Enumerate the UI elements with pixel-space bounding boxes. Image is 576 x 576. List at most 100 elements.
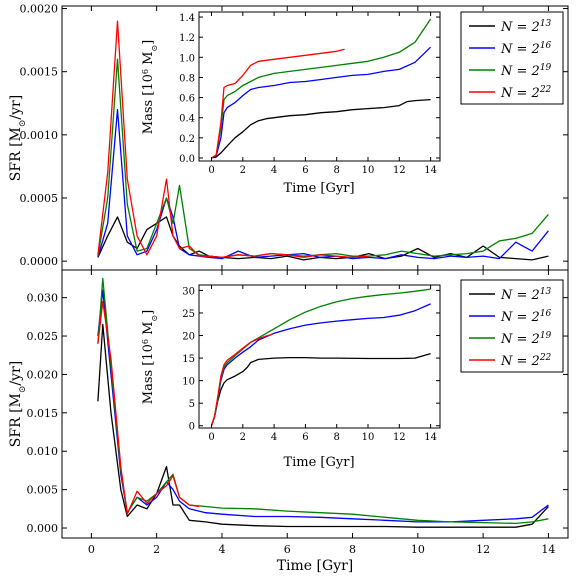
bottom-inset-x-tick-label: 0: [208, 432, 214, 443]
bottom-inset: 0 2 4 6 8 10 12 14 0 5 10 15 20 25 30 Mass [106 M⊙] Ti…: [141, 284, 441, 470]
top-inset-series-n-2-16: [211, 46, 432, 159]
bottom-legend-label-1: N = 216: [500, 309, 552, 325]
top-inset-y-label: Mass [106 M⊙]: [141, 40, 159, 134]
bottom-main-y-label: SFR [M⊙/yr]: [8, 361, 28, 447]
top-legend-label-1: N = 216: [500, 41, 552, 57]
top-inset-y-tick-label: 0.0: [179, 154, 195, 165]
top-inset-y-tick-label: 1.2: [179, 33, 195, 44]
top-inset-x-tick-label: 14: [424, 165, 437, 176]
bottom-main-series-n-2-22: [97, 300, 200, 515]
bottom-legend-label-3: N = 222: [500, 353, 552, 369]
bottom-inset-x-tick-label: 4: [271, 432, 277, 443]
top-legend-label-0: N = 213: [500, 19, 552, 35]
top-legend-label-2: N = 219: [500, 63, 552, 79]
bottom-inset-y-tick-label: 15: [182, 354, 195, 365]
bottom-main-x-tick-label: 12: [476, 543, 490, 556]
top-main-y-label: SFR [M⊙/yr]: [8, 95, 28, 181]
top-inset-series-n-2-13: [211, 98, 431, 159]
bottom-legend-entries: N = 213 N = 216 N = 219 N = 222: [469, 287, 552, 369]
top-inset-bg: [199, 12, 440, 161]
bottom-legend-label-2: N = 219: [500, 331, 552, 347]
top-inset-series-n-2-19: [211, 18, 432, 159]
top-legend-label-3: N = 222: [500, 85, 552, 101]
bottom-legend: N = 213 N = 216 N = 219 N = 222: [460, 279, 564, 373]
bottom-main-y-tick-label: 0.025: [27, 330, 59, 343]
top-inset-x-label: Time [Gyr]: [283, 181, 354, 196]
top-main-series-n-2-22: [97, 20, 369, 259]
bottom-inset-y-tick-label: 20: [182, 332, 195, 343]
bottom-inset-y-tick-label: 10: [182, 377, 195, 388]
bottom-legend-box: [460, 279, 564, 373]
bottom-inset-series: [210, 288, 431, 426]
bottom-inset-x-tick-label: 8: [334, 432, 340, 443]
bottom-main-y-tick-label: 0.005: [27, 484, 59, 497]
bottom-main-x-tick-label: 14: [541, 543, 555, 556]
bottom-inset-y-label: Mass [106 M⊙]: [141, 310, 159, 404]
bottom-main-series: [97, 277, 549, 528]
top-inset-x-tick-label: 0: [208, 165, 214, 176]
top-inset-x-tick-label: 8: [334, 165, 340, 176]
top-main-y-tick-label: 0.0010: [20, 129, 59, 142]
bottom-inset-x-tick-label: 12: [393, 432, 406, 443]
bottom-inset-x-tick-label: 2: [240, 432, 246, 443]
bottom-main-ticks: 0 2 4 6 8 10 12 14 0.000 0.005 0.010 0.015 0.020 0.02…: [27, 270, 568, 556]
top-main-series: [97, 20, 549, 261]
bottom-main-x-tick-label: 8: [349, 543, 356, 556]
bottom-main-y-tick-label: 0.010: [27, 445, 59, 458]
bottom-main-series-n-2-13: [97, 323, 549, 528]
top-inset-x-tick-label: 10: [362, 165, 375, 176]
top-legend: N = 213 N = 216 N = 219 N = 222: [460, 11, 564, 105]
top-inset-x-tick-label: 2: [240, 165, 246, 176]
bottom-legend-label-0: N = 213: [500, 287, 552, 303]
top-inset-y-tick-label: 1.4: [179, 13, 195, 24]
top-inset-series: [211, 18, 432, 159]
bottom-main-y-tick-label: 0.020: [27, 368, 59, 381]
bottom-panel: 0 2 4 6 8 10 12 14 0.000 0.005 0.010 0.015 0.020 0.02…: [8, 269, 569, 574]
bottom-inset-bg: [199, 285, 440, 428]
top-inset-series-n-2-22: [211, 48, 345, 159]
bottom-inset-x-tick-label: 10: [362, 432, 375, 443]
top-inset-x-tick-label: 6: [302, 165, 308, 176]
bottom-inset-y-tick-label: 25: [182, 309, 195, 320]
top-inset-x-tick-label: 4: [271, 165, 277, 176]
bottom-inset-frame: [198, 284, 441, 429]
top-inset-frame: [198, 11, 441, 162]
top-inset-y-tick-label: 0.6: [179, 94, 195, 105]
top-main-series-n-2-13: [97, 216, 549, 261]
bottom-main-x-tick-label: 10: [411, 543, 425, 556]
bottom-main-x-label: Time [Gyr]: [277, 558, 354, 574]
top-inset-y-tick-label: 1.0: [179, 53, 195, 64]
top-inset: 0 2 4 6 8 10 12 14 0.0 0.2 0.4 0.6 0.8 1.0 1.2 1.4 Mass…: [141, 11, 441, 196]
top-inset-y-tick-label: 0.4: [179, 114, 195, 125]
bottom-main-y-tick-label: 0.000: [27, 522, 59, 535]
bottom-main-x-tick-label: 2: [153, 543, 160, 556]
bottom-main-x-tick-label: 4: [218, 543, 225, 556]
bottom-inset-series-n-2-22: [210, 333, 273, 426]
bottom-main-frame: [61, 269, 569, 539]
bottom-inset-x-tick-label: 14: [424, 432, 437, 443]
top-inset-y-tick-label: 0.2: [179, 134, 195, 145]
bottom-main-y-tick-label: 0.015: [27, 407, 59, 420]
top-inset-ticks: 0 2 4 6 8 10 12 14 0.0 0.2 0.4 0.6 0.8 1.0 1.2 1.4: [179, 12, 440, 176]
bottom-inset-ticks: 0 2 4 6 8 10 12 14 0 5 10 15 20 25 30: [182, 285, 440, 443]
bottom-inset-x-label: Time [Gyr]: [283, 455, 354, 470]
top-inset-x-tick-label: 12: [393, 165, 406, 176]
top-main-y-tick-label: 0.0015: [20, 66, 59, 79]
top-main-y-tick-label: 0.0000: [20, 255, 59, 268]
top-inset-y-tick-label: 0.8: [179, 73, 195, 84]
top-main-y-tick-label: 0.0020: [20, 3, 59, 16]
bottom-main-y-tick-label: 0.030: [27, 292, 59, 305]
bottom-inset-y-tick-label: 0: [189, 422, 195, 433]
bottom-inset-x-tick-label: 6: [302, 432, 308, 443]
bottom-main-x-tick-label: 0: [88, 543, 95, 556]
top-main-y-tick-label: 0.0005: [20, 192, 59, 205]
bottom-inset-y-tick-label: 5: [189, 399, 195, 410]
top-legend-box: [460, 11, 564, 105]
bottom-main-x-tick-label: 6: [284, 543, 291, 556]
bottom-inset-series-n-2-13: [210, 352, 431, 426]
bottom-inset-y-tick-label: 30: [182, 286, 195, 297]
top-main-series-n-2-16: [97, 108, 549, 260]
